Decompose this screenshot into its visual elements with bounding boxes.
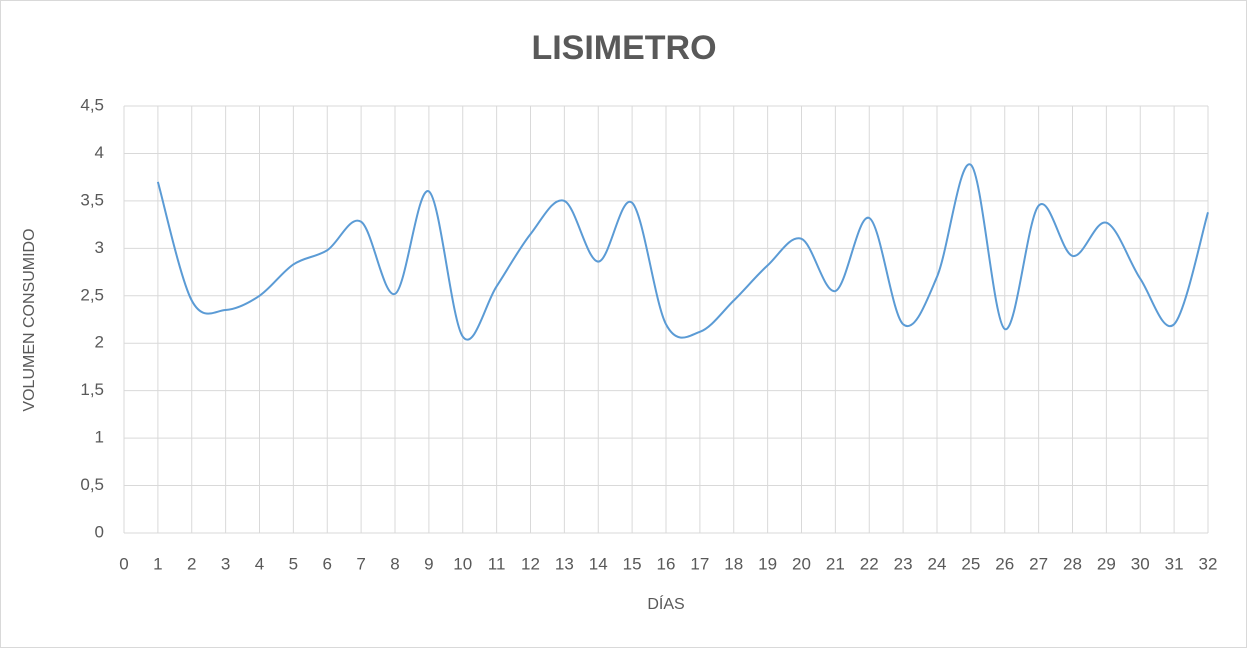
y-tick-label: 3,5 xyxy=(80,190,104,209)
y-tick-label: 0 xyxy=(95,522,104,541)
x-tick-label: 19 xyxy=(758,554,777,573)
x-tick-label: 1 xyxy=(153,554,162,573)
x-tick-label: 5 xyxy=(289,554,298,573)
x-tick-label: 32 xyxy=(1199,554,1218,573)
x-tick-label: 15 xyxy=(623,554,642,573)
x-tick-label: 24 xyxy=(928,554,947,573)
x-tick-label: 27 xyxy=(1029,554,1048,573)
x-tick-label: 25 xyxy=(961,554,980,573)
x-tick-label: 14 xyxy=(589,554,608,573)
y-tick-label: 3 xyxy=(95,238,104,257)
x-axis-label: DÍAS xyxy=(647,594,684,613)
x-tick-label: 2 xyxy=(187,554,196,573)
y-tick-label: 0,5 xyxy=(80,475,104,494)
x-tick-label: 3 xyxy=(221,554,230,573)
x-tick-label: 18 xyxy=(724,554,743,573)
x-tick-label: 29 xyxy=(1097,554,1116,573)
x-tick-label: 13 xyxy=(555,554,574,573)
x-tick-label: 22 xyxy=(860,554,879,573)
x-tick-label: 16 xyxy=(657,554,676,573)
y-tick-label: 1,5 xyxy=(80,380,104,399)
x-tick-label: 7 xyxy=(356,554,365,573)
x-tick-label: 11 xyxy=(488,554,506,573)
x-tick-label: 31 xyxy=(1165,554,1184,573)
x-tick-label: 10 xyxy=(453,554,472,573)
y-tick-label: 4 xyxy=(95,143,104,162)
x-tick-label: 0 xyxy=(119,554,128,573)
x-tick-label: 21 xyxy=(826,554,845,573)
x-tick-label: 30 xyxy=(1131,554,1150,573)
y-tick-label: 2,5 xyxy=(80,285,104,304)
x-tick-label: 8 xyxy=(390,554,399,573)
x-tick-label: 12 xyxy=(521,554,540,573)
x-tick-label: 6 xyxy=(323,554,332,573)
x-tick-label: 28 xyxy=(1063,554,1082,573)
x-tick-label: 17 xyxy=(690,554,709,573)
x-tick-label: 23 xyxy=(894,554,913,573)
y-tick-label: 2 xyxy=(95,333,104,352)
chart-title: LISIMETRO xyxy=(531,29,716,67)
y-axis-label: VOLUMEN CONSUMIDO xyxy=(21,228,38,411)
data-line xyxy=(156,163,1209,341)
x-tick-label: 26 xyxy=(995,554,1014,573)
x-tick-label: 4 xyxy=(255,554,264,573)
x-tick-label: 20 xyxy=(792,554,811,573)
y-tick-label: 4,5 xyxy=(80,95,104,114)
x-tick-label: 9 xyxy=(424,554,433,573)
y-tick-label: 1 xyxy=(95,428,104,447)
